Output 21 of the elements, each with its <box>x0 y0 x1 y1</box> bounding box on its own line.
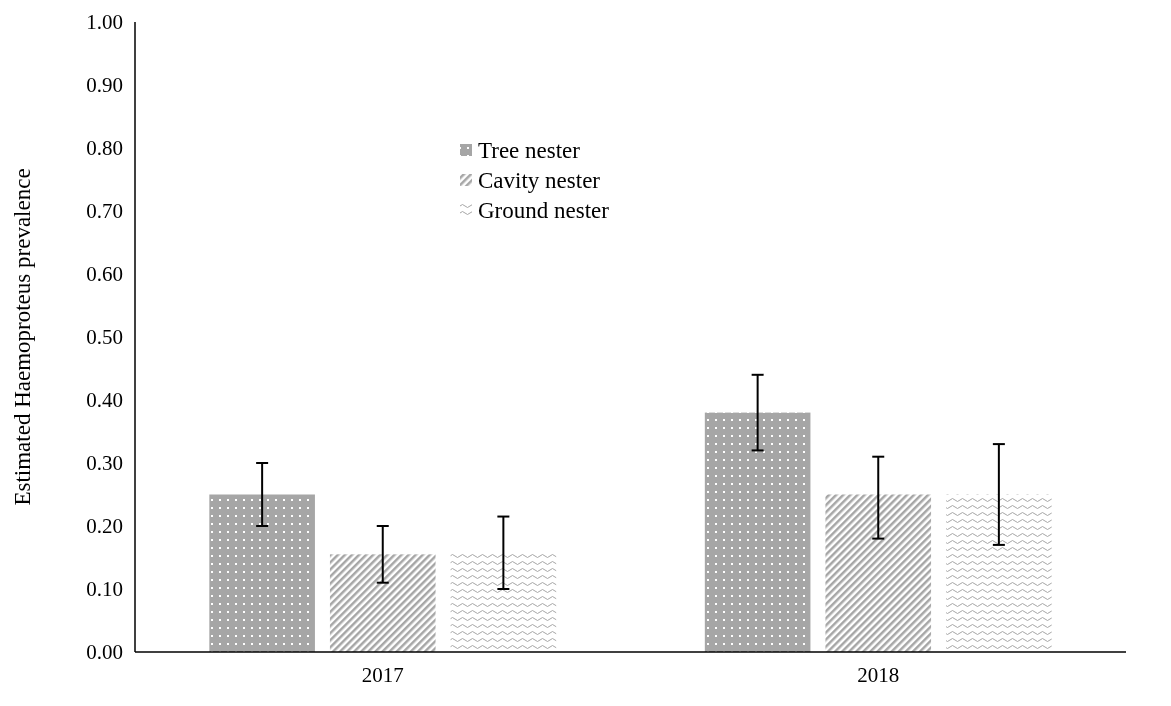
y-tick-label: 1.00 <box>86 10 123 34</box>
legend-label: Cavity nester <box>478 167 601 193</box>
bar <box>209 494 315 652</box>
x-tick-label: 2018 <box>857 663 900 687</box>
y-axis-title: Estimated Haemoproteus prevalence <box>10 168 35 506</box>
y-tick-label: 0.60 <box>86 262 123 286</box>
y-tick-label: 0.70 <box>86 199 123 223</box>
bar <box>329 554 436 652</box>
legend-label: Ground nester <box>478 197 610 223</box>
y-tick-label: 0.50 <box>86 325 123 349</box>
bar <box>704 412 811 652</box>
y-tick-label: 0.80 <box>86 136 123 160</box>
y-tick-label: 0.30 <box>86 451 123 475</box>
y-tick-label: 0.20 <box>86 514 123 538</box>
bar <box>825 494 932 652</box>
y-tick-label: 0.40 <box>86 388 123 412</box>
legend-label: Tree nester <box>478 137 581 163</box>
y-tick-label: 0.00 <box>86 640 123 664</box>
y-tick-label: 0.90 <box>86 73 123 97</box>
y-tick-label: 0.10 <box>86 577 123 601</box>
x-tick-label: 2017 <box>361 663 404 687</box>
